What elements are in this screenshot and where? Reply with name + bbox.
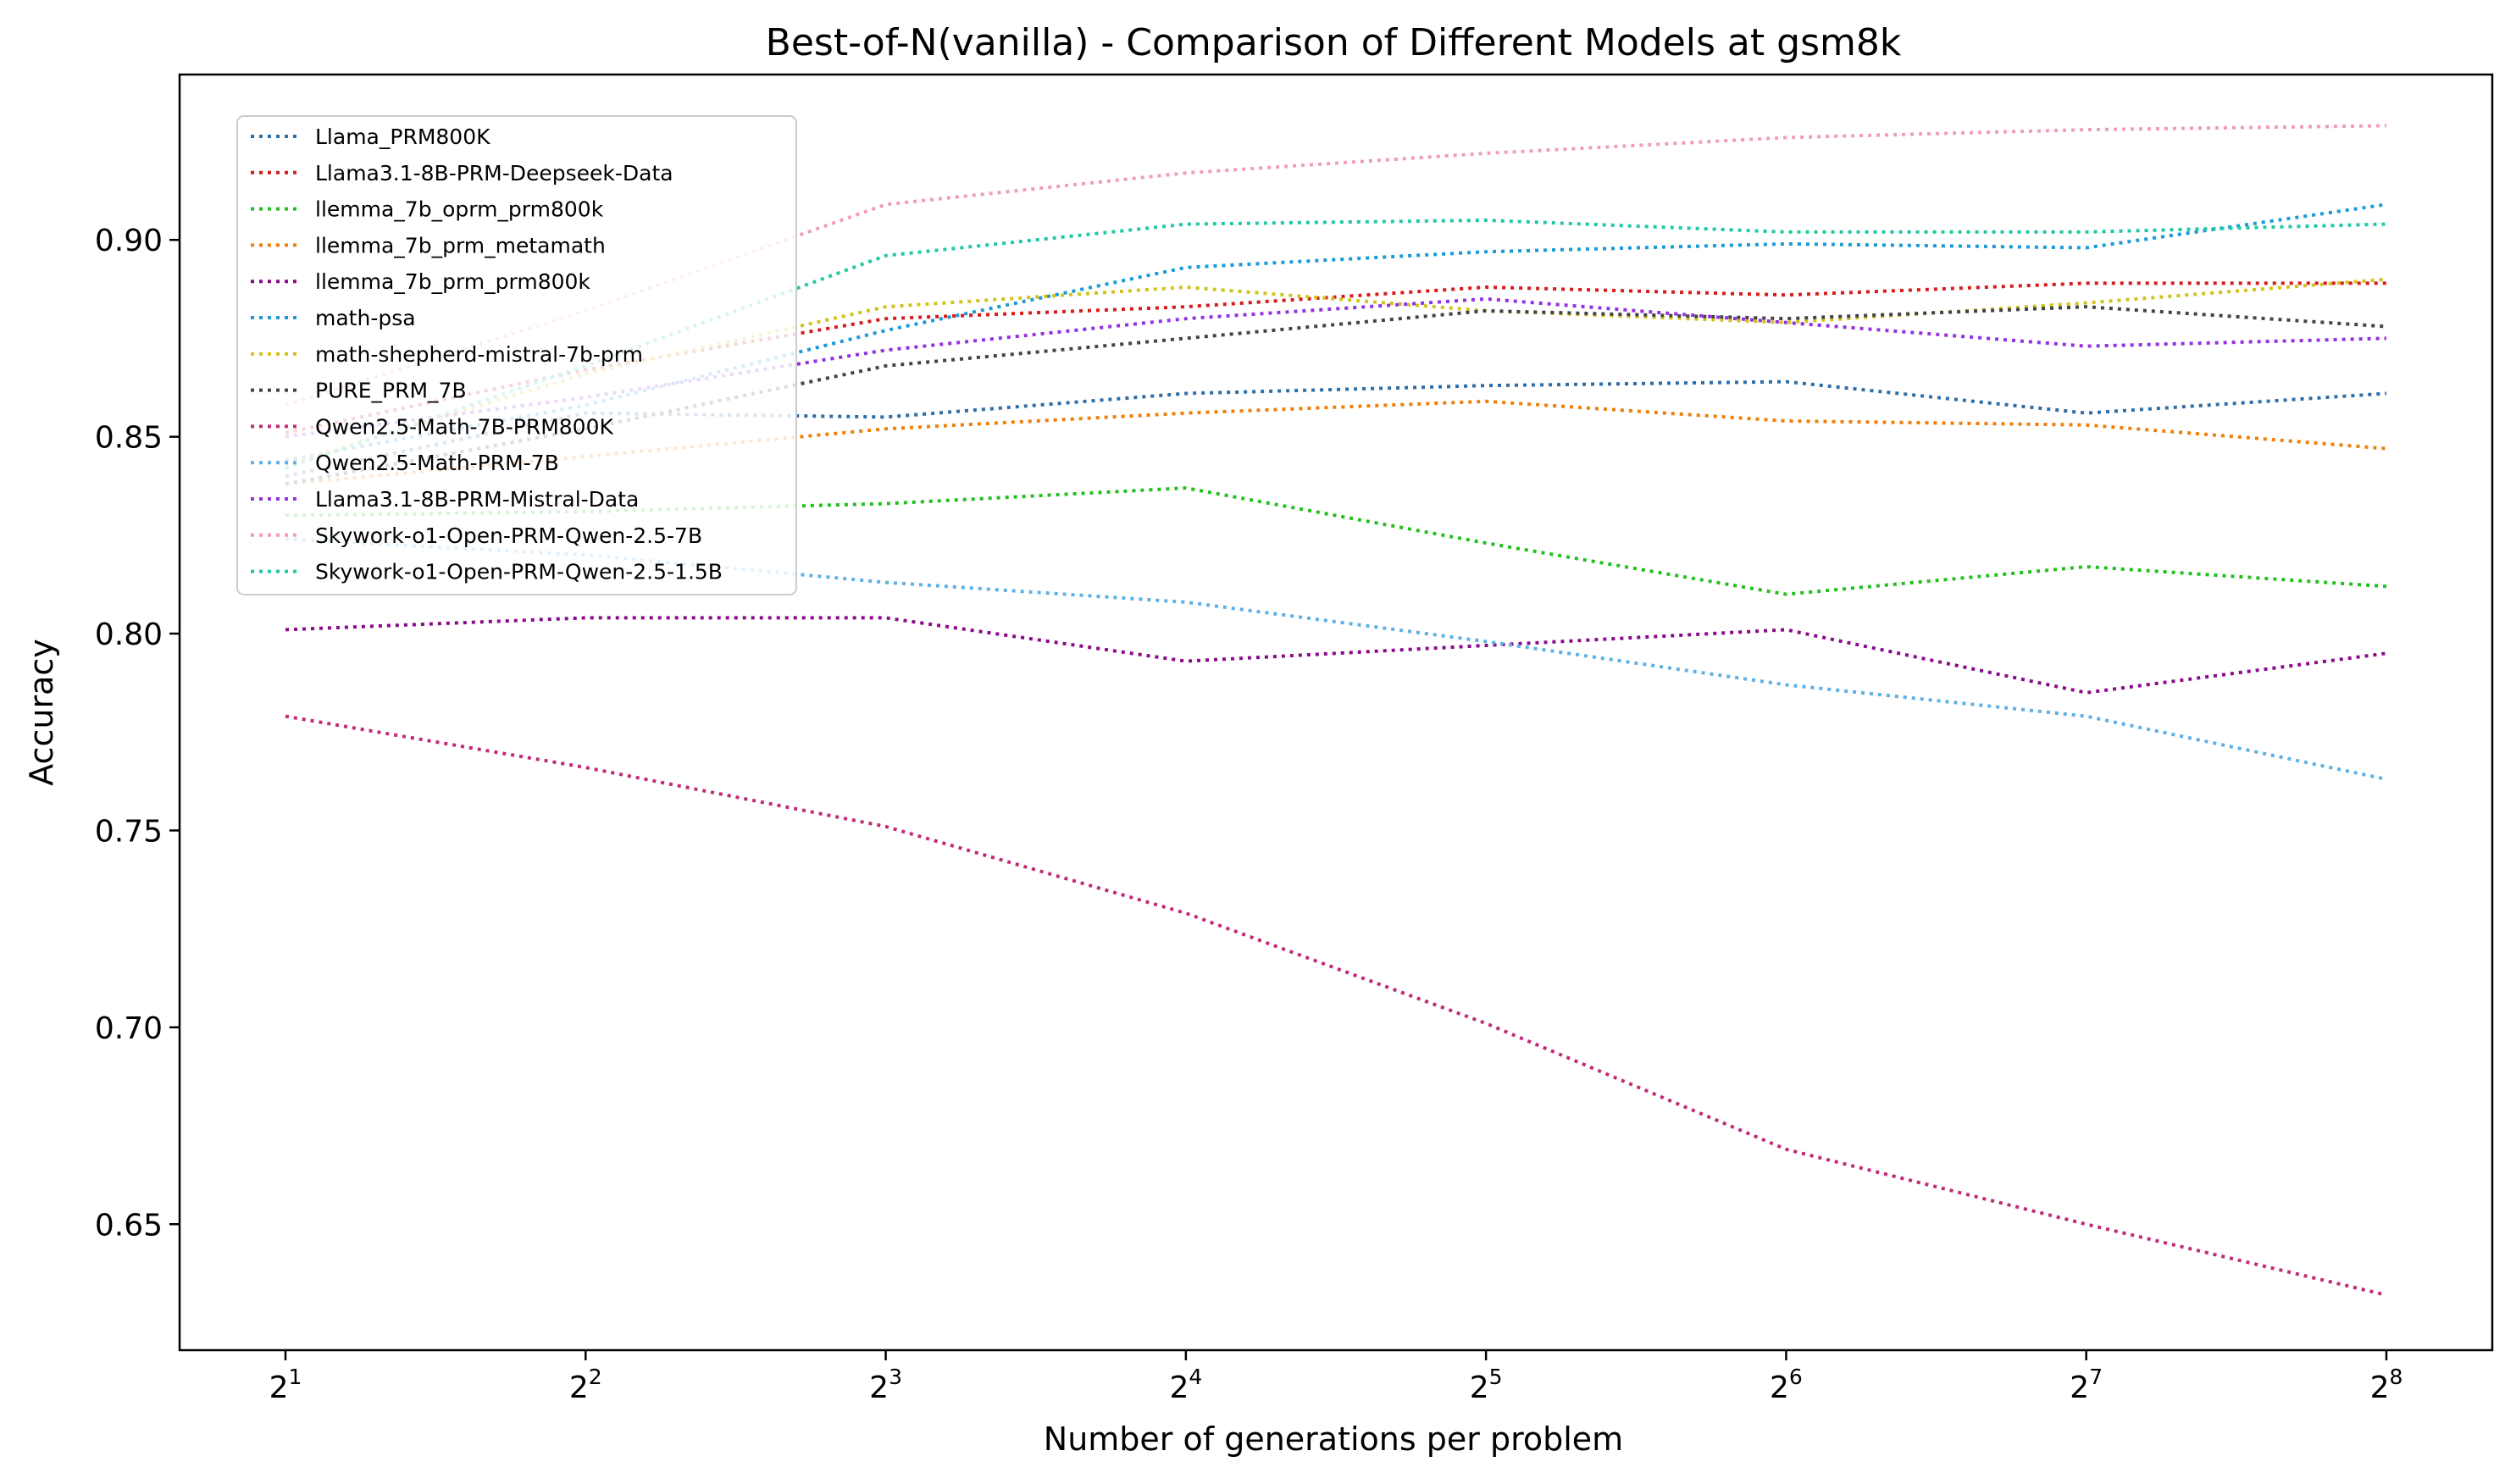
x-tick-label: 23 [869,1365,902,1405]
legend-label-2: llemma_7b_oprm_prm800k [315,197,604,222]
legend-label-3: llemma_7b_prm_metamath [315,233,606,257]
y-tick-label: 0.85 [95,421,163,456]
y-axis-label: Accuracy [23,639,60,786]
x-tick-label: 28 [2370,1365,2403,1405]
legend-label-8: Qwen2.5-Math-7B-PRM800K [315,414,613,439]
x-axis-ticks: 21 22 23 24 25 26 27 28 [269,1350,2403,1405]
series-line-4 [285,616,2387,695]
y-tick-label: 0.80 [95,617,163,652]
x-tick-label: 26 [1770,1365,1803,1405]
x-tick-label: 22 [569,1365,602,1405]
legend-label-5: math-psa [315,306,416,330]
x-tick-label: 27 [2070,1365,2103,1405]
x-tick-label: 24 [1169,1365,1202,1405]
legend-label-10: Llama3.1-8B-PRM-Mistral-Data [315,487,639,512]
x-tick-label: 21 [269,1365,302,1405]
legend-label-12: Skywork-o1-Open-PRM-Qwen-2.5-1.5B [315,560,723,584]
series-line-11 [285,124,2387,407]
legend-label-11: Skywork-o1-Open-PRM-Qwen-2.5-7B [315,523,702,548]
y-tick-label: 0.65 [95,1208,163,1243]
y-tick-label: 0.90 [95,224,163,258]
plot-frame [178,73,2494,1352]
legend-label-9: Qwen2.5-Math-PRM-7B [315,451,559,475]
x-axis-label: Number of generations per problem [1044,1420,1623,1458]
chart-title: Best-of-N(vanilla) - Comparison of Diffe… [766,21,1902,64]
legend-box [236,115,797,595]
legend-label-7: PURE_PRM_7B [315,379,467,403]
series-line-3 [285,399,2387,486]
series-line-12 [285,218,2387,470]
legend-label-1: Llama3.1-8B-PRM-Deepseek-Data [315,161,673,186]
legend-label-6: math-shepherd-mistral-7b-prm [315,342,643,367]
x-tick-label: 25 [1470,1365,1503,1405]
legend: Llama_PRM800K Llama3.1-8B-PRM-Deepseek-Da… [236,115,797,595]
y-axis-ticks: 0.65 0.70 0.75 0.80 0.85 0.90 [95,224,180,1243]
legend-label-4: llemma_7b_prm_prm800k [315,269,590,294]
legend-items: Llama_PRM800K Llama3.1-8B-PRM-Deepseek-Da… [251,125,723,584]
y-tick-label: 0.70 [95,1011,163,1046]
legend-label-0: Llama_PRM800K [315,125,490,149]
y-tick-label: 0.75 [95,814,163,849]
